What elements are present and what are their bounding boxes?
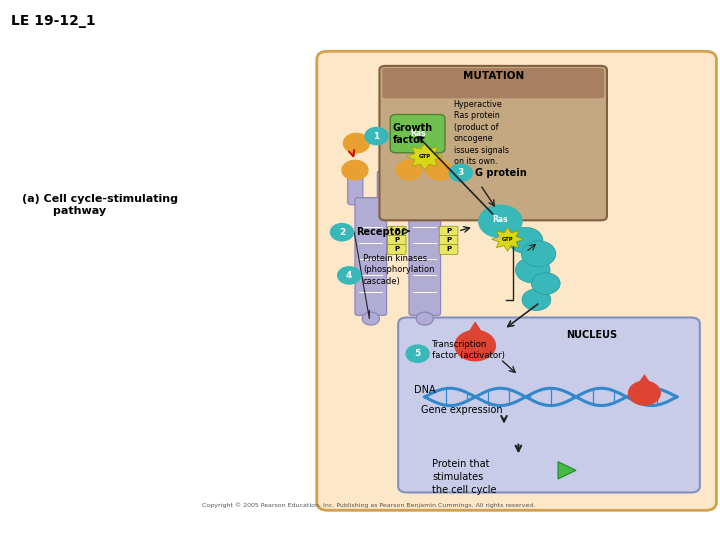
FancyBboxPatch shape bbox=[355, 198, 387, 315]
FancyBboxPatch shape bbox=[439, 245, 458, 254]
Text: Ras: Ras bbox=[492, 215, 508, 224]
Text: P: P bbox=[394, 237, 400, 244]
Circle shape bbox=[342, 160, 368, 180]
FancyBboxPatch shape bbox=[348, 171, 363, 205]
FancyBboxPatch shape bbox=[382, 68, 604, 98]
FancyBboxPatch shape bbox=[317, 51, 716, 510]
Text: P: P bbox=[394, 228, 400, 234]
FancyBboxPatch shape bbox=[402, 171, 417, 205]
Circle shape bbox=[522, 289, 551, 310]
Text: LE 19-12_1: LE 19-12_1 bbox=[11, 14, 96, 28]
Text: Transcription
factor (activator): Transcription factor (activator) bbox=[432, 340, 505, 360]
Circle shape bbox=[455, 330, 495, 361]
Circle shape bbox=[479, 205, 522, 238]
FancyBboxPatch shape bbox=[377, 171, 392, 205]
Text: NUCLEUS: NUCLEUS bbox=[566, 330, 617, 341]
Circle shape bbox=[343, 133, 369, 153]
FancyBboxPatch shape bbox=[387, 226, 406, 236]
Text: DNA: DNA bbox=[414, 385, 436, 395]
Polygon shape bbox=[407, 143, 443, 170]
Polygon shape bbox=[467, 321, 484, 335]
Text: 4: 4 bbox=[346, 271, 352, 280]
Text: Hyperactive
Ras protein
(product of
oncogene
issues signals
on its own.: Hyperactive Ras protein (product of onco… bbox=[454, 100, 508, 166]
FancyBboxPatch shape bbox=[390, 114, 445, 153]
Circle shape bbox=[362, 312, 379, 325]
Circle shape bbox=[396, 160, 422, 180]
Text: Growth
factor: Growth factor bbox=[392, 123, 433, 145]
Circle shape bbox=[406, 345, 429, 362]
Circle shape bbox=[338, 267, 361, 284]
FancyBboxPatch shape bbox=[387, 245, 406, 254]
Circle shape bbox=[426, 160, 452, 180]
Text: P: P bbox=[446, 246, 451, 253]
Text: Receptor: Receptor bbox=[356, 227, 406, 237]
Circle shape bbox=[629, 381, 660, 405]
FancyBboxPatch shape bbox=[431, 171, 446, 205]
Circle shape bbox=[516, 257, 550, 283]
Text: GTP: GTP bbox=[419, 154, 431, 159]
Text: Ras: Ras bbox=[410, 129, 426, 138]
Circle shape bbox=[521, 241, 556, 267]
Polygon shape bbox=[558, 462, 576, 479]
FancyBboxPatch shape bbox=[398, 318, 700, 492]
Text: 1: 1 bbox=[374, 132, 379, 140]
Circle shape bbox=[416, 312, 433, 325]
Text: 5: 5 bbox=[415, 349, 420, 358]
Text: 3: 3 bbox=[458, 168, 464, 177]
Polygon shape bbox=[637, 374, 652, 384]
FancyBboxPatch shape bbox=[387, 235, 406, 245]
Text: GTP: GTP bbox=[502, 237, 513, 242]
Text: G protein: G protein bbox=[475, 168, 527, 178]
Circle shape bbox=[330, 224, 354, 241]
Circle shape bbox=[531, 273, 560, 294]
Text: MUTATION: MUTATION bbox=[462, 71, 524, 80]
Polygon shape bbox=[492, 227, 523, 251]
Text: Copyright © 2005 Pearson Education, Inc. Publishing as Pearson Benjamin Cummings: Copyright © 2005 Pearson Education, Inc.… bbox=[202, 502, 535, 508]
FancyBboxPatch shape bbox=[439, 226, 458, 236]
Text: 2: 2 bbox=[339, 228, 345, 237]
Text: P: P bbox=[394, 246, 400, 253]
Text: (a) Cell cycle-stimulating
        pathway: (a) Cell cycle-stimulating pathway bbox=[22, 194, 178, 216]
FancyBboxPatch shape bbox=[379, 66, 607, 220]
FancyBboxPatch shape bbox=[439, 235, 458, 245]
Text: Protein that
stimulates
the cell cycle: Protein that stimulates the cell cycle bbox=[432, 459, 497, 495]
Text: Protein kinases
(phosphorylation
cascade): Protein kinases (phosphorylation cascade… bbox=[363, 254, 434, 286]
Circle shape bbox=[508, 227, 543, 253]
FancyBboxPatch shape bbox=[409, 198, 441, 315]
Circle shape bbox=[365, 127, 388, 145]
Circle shape bbox=[449, 164, 472, 181]
Text: Gene expression: Gene expression bbox=[421, 406, 503, 415]
Text: P: P bbox=[446, 228, 451, 234]
Text: P: P bbox=[446, 237, 451, 244]
